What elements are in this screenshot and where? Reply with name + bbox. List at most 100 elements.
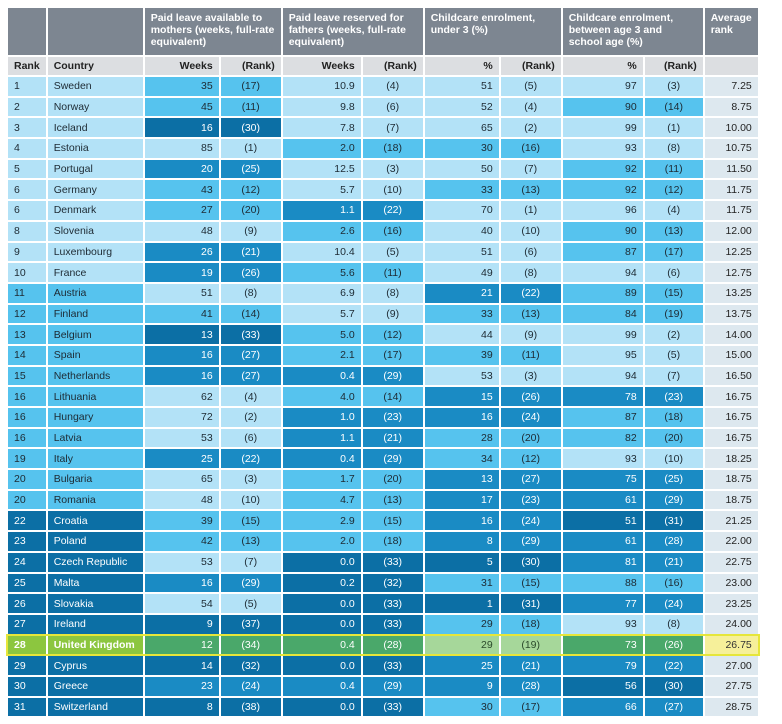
cell-fr: (33) (362, 552, 423, 572)
cell-fw: 5.7 (282, 304, 361, 324)
cell-mr: (5) (220, 594, 281, 613)
table-row: 26 Slovakia 54 (5) 0.0 (33) 1 (31) 77 (24) 23.25 (8, 594, 758, 613)
cell-cur: (3) (500, 366, 561, 386)
cell-rank: 25 (8, 573, 46, 593)
cell-cur: (10) (500, 221, 561, 241)
cell-cu: 17 (424, 490, 499, 510)
cell-mw: 43 (144, 180, 219, 200)
cell-mr: (37) (220, 614, 281, 634)
cell-average-rank: 12.00 (704, 221, 758, 241)
cell-cu: 21 (424, 283, 499, 303)
cell-country: Netherlands (47, 366, 143, 386)
subheader-3school-rank: (Rank) (644, 57, 703, 75)
cell-car: (13) (644, 221, 703, 241)
cell-mr: (14) (220, 304, 281, 324)
cell-rank: 6 (8, 201, 46, 220)
cell-rank: 24 (8, 552, 46, 572)
cell-cur: (18) (500, 614, 561, 634)
cell-mr: (38) (220, 697, 281, 717)
table-row: 13 Belgium 13 (33) 5.0 (12) 44 (9) 99 (2) 14.00 (8, 325, 758, 344)
cell-average-rank: 10.75 (704, 139, 758, 158)
cell-fw: 1.1 (282, 201, 361, 220)
cell-cu: 51 (424, 77, 499, 96)
cell-fr: (33) (362, 594, 423, 613)
cell-cur: (4) (500, 97, 561, 117)
cell-country: Slovenia (47, 221, 143, 241)
cell-rank: 19 (8, 449, 46, 469)
cell-country: Estonia (47, 139, 143, 158)
cell-country: Luxembourg (47, 242, 143, 262)
cell-fr: (29) (362, 676, 423, 696)
table-row: 6 Germany 43 (12) 5.7 (10) 33 (13) 92 (12) 11.75 (8, 180, 758, 200)
cell-rank: 29 (8, 656, 46, 675)
cell-rank: 9 (8, 242, 46, 262)
cell-average-rank: 22.00 (704, 532, 758, 551)
cell-fw: 4.0 (282, 387, 361, 406)
cell-fw: 2.9 (282, 511, 361, 531)
cell-ca: 79 (562, 656, 643, 675)
cell-mr: (33) (220, 325, 281, 344)
cell-cur: (22) (500, 283, 561, 303)
header-mothers-leave: Paid leave available to mothers (weeks, … (144, 8, 281, 55)
cell-car: (20) (644, 428, 703, 448)
cell-mw: 27 (144, 201, 219, 220)
cell-cur: (30) (500, 552, 561, 572)
cell-car: (11) (644, 159, 703, 179)
cell-cur: (24) (500, 511, 561, 531)
header-childcare-under3: Childcare enrolment, under 3 (%) (424, 8, 561, 55)
table-row: 3 Iceland 16 (30) 7.8 (7) 65 (2) 99 (1) 10.00 (8, 118, 758, 138)
cell-country: Hungary (47, 408, 143, 427)
cell-rank: 30 (8, 676, 46, 696)
cell-fr: (22) (362, 201, 423, 220)
table-body: 1 Sweden 35 (17) 10.9 (4) 51 (5) 97 (3) 7.25 2 Norwa… (6, 77, 760, 717)
cell-mr: (1) (220, 139, 281, 158)
table-row: 5 Portugal 20 (25) 12.5 (3) 50 (7) 92 (11) 11.50 (8, 159, 758, 179)
cell-rank: 16 (8, 428, 46, 448)
subheader-average (704, 57, 758, 75)
cell-ca: 94 (562, 366, 643, 386)
cell-mw: 19 (144, 263, 219, 282)
cell-fw: 5.7 (282, 180, 361, 200)
cell-mr: (6) (220, 428, 281, 448)
cell-country: Romania (47, 490, 143, 510)
cell-cur: (21) (500, 656, 561, 675)
cell-fw: 2.0 (282, 139, 361, 158)
cell-fw: 0.0 (282, 697, 361, 717)
cell-mw: 23 (144, 676, 219, 696)
table-row: 29 Cyprus 14 (32) 0.0 (33) 25 (21) 79 (22) 27.00 (8, 656, 758, 675)
cell-cu: 9 (424, 676, 499, 696)
table-row: 16 Latvia 53 (6) 1.1 (21) 28 (20) 82 (20) 16.75 (8, 428, 758, 448)
cell-cu: 34 (424, 449, 499, 469)
cell-mw: 85 (144, 139, 219, 158)
cell-fr: (33) (362, 614, 423, 634)
cell-car: (31) (644, 511, 703, 531)
cell-mw: 72 (144, 408, 219, 427)
cell-fr: (17) (362, 345, 423, 365)
cell-cu: 52 (424, 97, 499, 117)
cell-rank: 5 (8, 159, 46, 179)
header-sub-row: Rank Country Weeks (Rank) Weeks (Rank) %… (8, 57, 758, 75)
cell-mr: (17) (220, 77, 281, 96)
cell-mr: (30) (220, 118, 281, 138)
cell-cu: 33 (424, 304, 499, 324)
cell-average-rank: 12.75 (704, 263, 758, 282)
cell-mw: 48 (144, 490, 219, 510)
cell-fw: 2.1 (282, 345, 361, 365)
cell-mw: 16 (144, 366, 219, 386)
cell-car: (26) (644, 635, 703, 655)
cell-ca: 87 (562, 408, 643, 427)
cell-car: (29) (644, 490, 703, 510)
table-row: 11 Austria 51 (8) 6.9 (8) 21 (22) 89 (15) 13.25 (8, 283, 758, 303)
cell-average-rank: 21.25 (704, 511, 758, 531)
cell-mw: 53 (144, 552, 219, 572)
cell-country: Spain (47, 345, 143, 365)
cell-mr: (21) (220, 242, 281, 262)
cell-cur: (13) (500, 180, 561, 200)
cell-fr: (5) (362, 242, 423, 262)
cell-fw: 2.6 (282, 221, 361, 241)
cell-fw: 0.0 (282, 594, 361, 613)
cell-ca: 97 (562, 77, 643, 96)
cell-cur: (2) (500, 118, 561, 138)
cell-cu: 30 (424, 697, 499, 717)
table-row: 14 Spain 16 (27) 2.1 (17) 39 (11) 95 (5) 15.00 (8, 345, 758, 365)
